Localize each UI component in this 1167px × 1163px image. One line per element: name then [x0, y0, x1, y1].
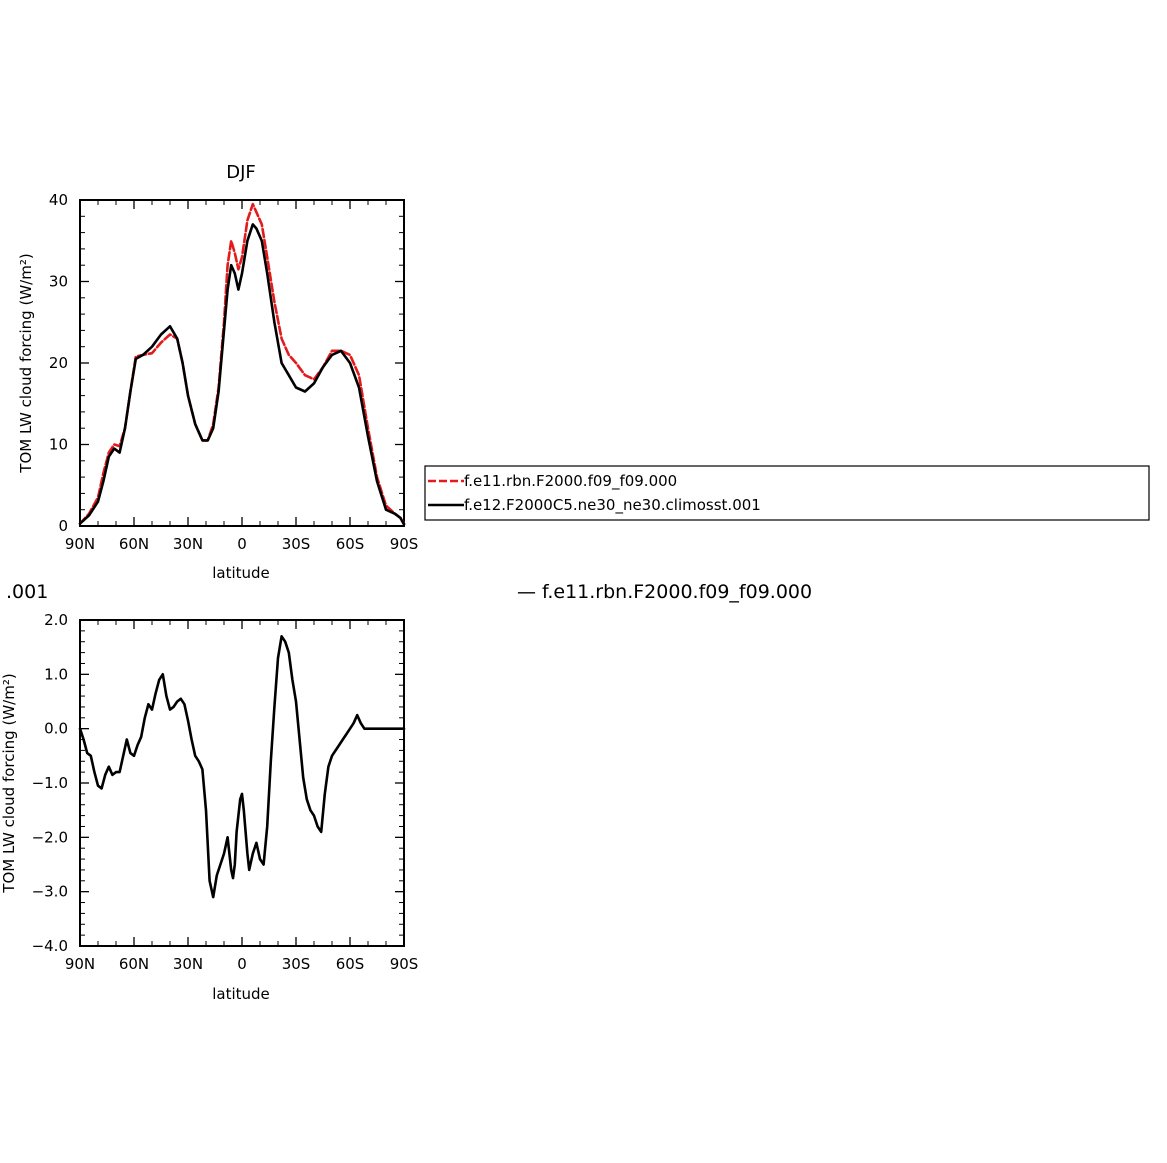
x-tick-label: 0 [237, 535, 247, 553]
x-tick-label: 90N [65, 535, 95, 553]
x-tick-label: 30N [173, 535, 203, 553]
y-tick-label: −1.0 [32, 774, 68, 792]
x-tick-label: 60S [336, 535, 365, 553]
x-tick-label: 30S [282, 535, 311, 553]
y-axis-label: TOM LW cloud forcing (W/m²) [17, 253, 35, 473]
y-tick-label: 1.0 [44, 665, 68, 683]
x-tick-label: 30N [173, 955, 203, 973]
x-tick-label: 0 [237, 955, 247, 973]
y-tick-label: 30 [49, 273, 68, 291]
axis-ticks: 90N 60N 30N 0 30S 60S 90S −4.0 −3.0 −2.0 −1.0 0.0 1.… [32, 611, 419, 973]
series-group [78, 634, 406, 899]
x-axis-label: latitude [212, 985, 270, 1003]
cut-off-text-left: .001 [6, 581, 48, 603]
y-tick-label: 2.0 [44, 611, 68, 629]
legend: f.e11.rbn.F2000.f09_f09.000 f.e12.F2000C… [424, 465, 1150, 521]
y-tick-label: −4.0 [32, 937, 68, 955]
legend-box [424, 465, 1150, 521]
x-tick-label: 90S [390, 955, 419, 973]
x-axis-label: latitude [212, 564, 270, 582]
y-tick-label: 10 [49, 436, 68, 454]
x-tick-label: 60S [336, 955, 365, 973]
y-tick-label: 0.0 [44, 720, 68, 738]
y-tick-label: −3.0 [32, 883, 68, 901]
y-tick-label: −2.0 [32, 828, 68, 846]
x-tick-label: 60N [119, 535, 149, 553]
x-tick-label: 30S [282, 955, 311, 973]
legend-label-series1: f.e11.rbn.F2000.f09_f09.000 [464, 472, 677, 491]
axis-ticks: 90N 60N 30N 0 30S 60S 90S 0 10 20 30 40 [49, 191, 418, 553]
series-line-2 [78, 223, 406, 526]
y-tick-label: 20 [49, 354, 68, 372]
y-axis-label: TOM LW cloud forcing (W/m²) [0, 673, 18, 893]
legend-label-series2: f.e12.F2000C5.ne30_ne30.climosst.001 [464, 496, 761, 515]
series-line-1 [78, 202, 406, 525]
y-tick-label: 40 [49, 191, 68, 209]
series-line-1 [78, 634, 406, 899]
plot-frame [79, 619, 405, 947]
y-tick-label: 0 [58, 517, 68, 535]
chart-panel-bottom: 90N 60N 30N 0 30S 60S 90S −4.0 −3.0 −2.0 −1.0 0.0 1.… [0, 611, 418, 1003]
chart-panel-top: DJF 90N 60N 30N 0 30S 60S 90S 0 10 20 30 40 latitud… [17, 162, 418, 582]
cut-off-text-right: — f.e11.rbn.F2000.f09_f09.000 [517, 581, 812, 603]
series-group [78, 202, 406, 526]
chart-title: DJF [226, 162, 256, 183]
x-tick-label: 90N [65, 955, 95, 973]
x-tick-label: 90S [390, 535, 419, 553]
x-tick-label: 60N [119, 955, 149, 973]
